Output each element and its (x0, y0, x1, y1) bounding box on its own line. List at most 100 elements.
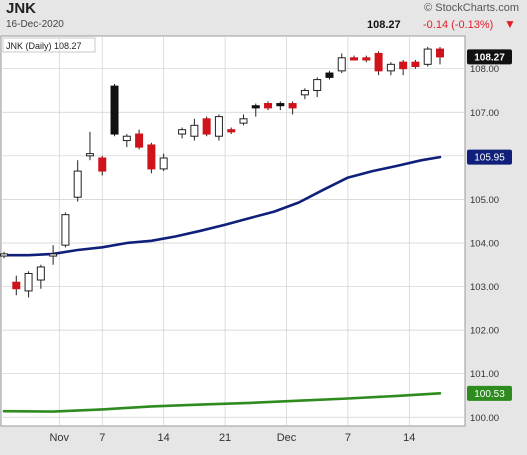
y-tick-label: 107.00 (470, 108, 499, 119)
candle-body (73, 170, 82, 198)
y-tick-label: 100.00 (470, 413, 499, 424)
candle (386, 62, 395, 76)
candle-body (178, 129, 187, 135)
candle (85, 131, 94, 161)
y-tick-label: 108.00 (470, 64, 499, 75)
ma_short-line (2, 155, 442, 257)
candle (147, 142, 156, 174)
ma_long-value-tag (467, 385, 512, 401)
x-tick-label: 7 (99, 432, 105, 444)
candle (423, 46, 432, 67)
candle-body (399, 61, 408, 70)
last-price: 108.27 (367, 19, 401, 31)
candle-body (300, 89, 309, 96)
candle-body (202, 118, 211, 135)
candle-body (239, 118, 248, 124)
candle-body (386, 63, 395, 72)
candle (73, 160, 82, 202)
y-tick-label: 103.00 (470, 282, 499, 293)
candle (159, 153, 168, 172)
brand-watermark: © StockCharts.com (424, 2, 519, 14)
candle-body (61, 214, 70, 246)
candle-body (135, 133, 144, 148)
candle-body (110, 85, 119, 135)
candle (337, 53, 346, 74)
candle-body (122, 135, 131, 142)
candle-body (251, 105, 260, 109)
candle-body (411, 61, 420, 68)
price-change: -0.14 (-0.13%) (423, 19, 494, 31)
candle (300, 88, 309, 100)
candle-body (36, 266, 45, 281)
candle (350, 55, 359, 61)
candle (190, 118, 199, 141)
candle-body (49, 253, 58, 257)
candle-body (313, 79, 322, 91)
candle-body (24, 272, 33, 292)
candle-body (350, 57, 359, 61)
candle-body (276, 103, 285, 107)
candle (122, 134, 131, 148)
candle (411, 59, 420, 69)
x-tick-label: 21 (219, 432, 231, 444)
candle (61, 212, 70, 248)
candle (264, 101, 273, 111)
y-tick-label: 105.00 (470, 195, 499, 206)
candle-body (98, 157, 107, 172)
legend-box (2, 37, 96, 53)
candle-body (147, 144, 156, 170)
chart-date: 16-Dec-2020 (6, 19, 64, 30)
x-tick-label: 7 (345, 432, 351, 444)
candle (239, 114, 248, 126)
candle (24, 271, 33, 298)
y-tick-label: 102.00 (470, 326, 499, 337)
candle-body (227, 129, 236, 133)
candle-body (159, 157, 168, 170)
candle (251, 103, 260, 117)
candle-body (362, 57, 371, 61)
candle-body (436, 48, 444, 58)
candle-body (337, 57, 346, 72)
candle (135, 129, 144, 150)
candle (362, 55, 371, 63)
ma_short-value-tag (467, 149, 512, 165)
candle (49, 245, 58, 265)
candle-body (85, 153, 94, 157)
x-tick-label: Dec (277, 432, 297, 444)
candle-body (423, 48, 432, 65)
y-tick-label: 104.00 (470, 238, 499, 249)
candle (276, 101, 285, 111)
candle (436, 46, 444, 65)
candle (227, 127, 236, 135)
candle (325, 70, 334, 80)
x-tick-label: 14 (158, 432, 170, 444)
candle-body (288, 103, 297, 109)
candle (178, 127, 187, 139)
ma_short-value-label: 105.95 (474, 153, 505, 164)
candle-body (325, 72, 334, 78)
candle (98, 155, 107, 176)
y-tick-label: 101.00 (470, 369, 499, 380)
candle (374, 51, 383, 76)
candle (110, 83, 119, 137)
down-arrow-icon: ▼ (504, 17, 516, 31)
chart-symbol: JNK (6, 0, 37, 17)
candle-body (214, 116, 223, 137)
ma_long-line (2, 391, 442, 413)
candle-body (264, 103, 273, 109)
last-price-tag-label: 108.27 (474, 52, 505, 63)
plot-area (0, 35, 466, 427)
candle-body (374, 52, 383, 72)
candle (12, 275, 21, 296)
candle (36, 264, 45, 289)
candle (202, 116, 211, 137)
candle-body (190, 124, 199, 137)
candle (288, 101, 297, 115)
ma_long-value-label: 100.53 (474, 389, 505, 400)
x-tick-label: 14 (403, 432, 415, 444)
candle-body (0, 253, 8, 257)
candle (399, 59, 408, 76)
x-tick-label: Nov (49, 432, 69, 444)
candle (0, 251, 8, 259)
